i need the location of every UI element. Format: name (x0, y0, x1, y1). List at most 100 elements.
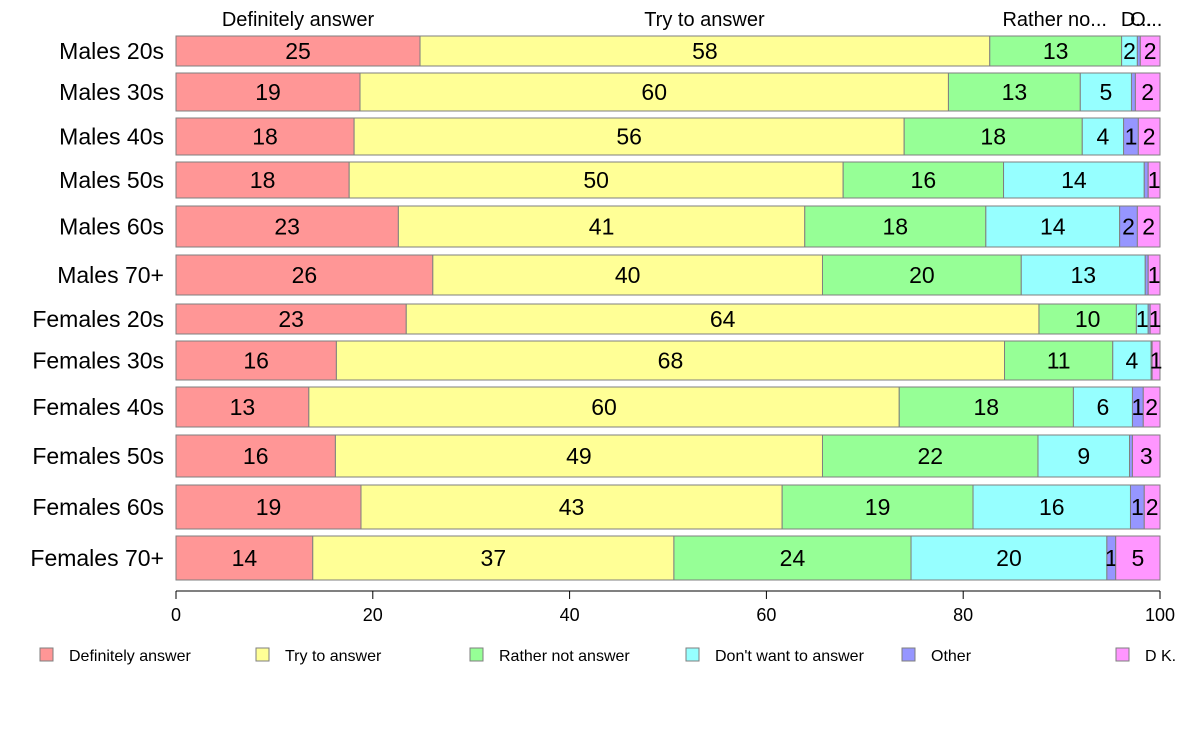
bar-segment-6-1 (405, 303, 1040, 335)
bar-segment-6-5 (1149, 303, 1161, 335)
bar-segment-9-5 (1131, 434, 1161, 478)
data-label-5-2: 20 (909, 262, 935, 288)
top-label-0: Definitely answer (222, 9, 375, 31)
data-label-8-4: 1 (1131, 394, 1144, 420)
data-label-10-1: 43 (559, 494, 585, 520)
bar-segment-4-0 (175, 205, 399, 248)
data-label-3-2: 16 (911, 167, 937, 193)
data-label-8-2: 18 (974, 394, 1000, 420)
bar-row-2: 18 56 18 4 1 2 (175, 117, 1161, 156)
legend-swatch-2 (469, 647, 484, 662)
top-label-2: Rather no... (1002, 9, 1107, 31)
data-label-3-1: 50 (583, 167, 609, 193)
legend-label-5: D K. (1145, 648, 1176, 665)
data-label-10-5: 2 (1146, 494, 1159, 520)
bar-segment-1-2 (947, 72, 1081, 112)
category-label-5: Males 70+ (57, 262, 164, 288)
legend-label-3: Don't want to answer (715, 648, 865, 665)
data-label-11-3: 20 (996, 545, 1022, 571)
legend-item-5: D K. (1115, 647, 1176, 665)
data-label-1-1: 60 (641, 79, 667, 105)
category-label-8: Females 40s (32, 394, 164, 420)
bar-segment-7-5 (1151, 340, 1161, 381)
data-label-11-4: 1 (1105, 545, 1118, 571)
legend-item-3: Don't want to answer (685, 647, 865, 665)
bar-segment-5-3 (1020, 254, 1146, 296)
data-label-0-1: 58 (692, 38, 718, 64)
data-label-7-2: 11 (1047, 348, 1071, 374)
data-label-11-2: 24 (780, 545, 806, 571)
x-tick-label-2: 40 (560, 605, 580, 625)
bar-row-8: 13 60 18 6 1 2 (175, 386, 1161, 428)
data-label-7-1: 68 (658, 348, 684, 374)
bar-segment-6-0 (175, 303, 407, 335)
data-label-10-3: 16 (1039, 494, 1065, 520)
legend-item-0: Definitely answer (39, 647, 192, 665)
legend-swatch-3 (685, 647, 700, 662)
bars-area: 25 58 13 2 219 60 13 5 218 56 18 4 1 218 50 16 14 123 41 18… (175, 35, 1163, 581)
bar-segment-3-2 (842, 161, 1005, 199)
data-label-6-2: 10 (1075, 306, 1101, 332)
bar-segment-10-0 (175, 484, 362, 530)
bar-segment-7-1 (335, 340, 1006, 381)
data-label-0-0: 25 (285, 38, 311, 64)
bar-segment-11-5 (1115, 535, 1161, 581)
bar-row-1: 19 60 13 5 2 (175, 72, 1161, 112)
category-label-9: Females 50s (32, 443, 164, 469)
legend-swatch-0 (39, 647, 54, 662)
top-label-4: O... (1130, 9, 1162, 31)
data-label-1-2: 13 (1002, 79, 1028, 105)
bar-segment-2-3 (1081, 117, 1125, 156)
data-label-0-5: 2 (1144, 38, 1157, 64)
data-label-1-5: 2 (1141, 79, 1154, 105)
bar-segment-11-0 (175, 535, 314, 581)
bar-segment-2-1 (353, 117, 905, 156)
bar-segment-6-2 (1038, 303, 1137, 335)
legend-label-1: Try to answer (285, 648, 382, 665)
category-label-4: Males 60s (59, 214, 164, 240)
bar-row-11: 14 37 24 20 1 5 (175, 535, 1161, 581)
data-label-5-0: 26 (292, 262, 318, 288)
legend-swatch-1 (255, 647, 270, 662)
bar-segment-3-5 (1147, 161, 1161, 199)
data-label-6-3: 1 (1136, 306, 1149, 332)
bar-segment-0-5 (1139, 35, 1161, 67)
x-tick-label-5: 100 (1145, 605, 1175, 625)
data-label-1-3: 5 (1099, 79, 1112, 105)
data-label-6-5: 1 (1149, 306, 1162, 332)
data-label-10-2: 19 (865, 494, 891, 520)
data-label-7-5: 1 (1150, 348, 1163, 374)
legend-swatch-5 (1115, 647, 1130, 662)
bar-row-0: 25 58 13 2 2 (175, 35, 1161, 67)
bar-row-9: 16 49 22 9 3 (175, 434, 1161, 478)
data-label-4-3: 14 (1040, 214, 1066, 240)
legend-swatch-4 (901, 647, 916, 662)
bar-segment-1-0 (175, 72, 361, 112)
bar-segment-0-1 (419, 35, 991, 67)
top-label-1: Try to answer (644, 9, 765, 31)
category-label-11: Females 70+ (30, 545, 164, 571)
bar-segment-10-5 (1143, 484, 1161, 530)
data-label-7-3: 4 (1126, 348, 1139, 374)
data-label-6-0: 23 (278, 306, 304, 332)
data-label-9-3: 9 (1077, 443, 1090, 469)
data-label-4-0: 23 (274, 214, 300, 240)
data-label-9-5: 3 (1140, 443, 1153, 469)
category-labels: Males 20s Males 30s Males 40s Males 50s Male… (30, 38, 164, 571)
data-label-4-5: 2 (1142, 214, 1155, 240)
data-label-3-0: 18 (250, 167, 276, 193)
data-label-8-1: 60 (591, 394, 617, 420)
bar-row-7: 16 68 11 4 1 (175, 340, 1163, 381)
bar-segment-9-1 (334, 434, 823, 478)
bar-segment-7-2 (1004, 340, 1114, 381)
legend-item-1: Try to answer (255, 647, 382, 665)
bar-segment-7-3 (1112, 340, 1152, 381)
bar-segment-10-1 (360, 484, 783, 530)
legend-label-2: Rather not answer (499, 648, 630, 665)
category-label-2: Males 40s (59, 124, 164, 150)
top-series-labels: Definitely answer Try to answer Rather no.… (222, 9, 1162, 31)
bar-row-3: 18 50 16 14 1 (175, 161, 1161, 199)
data-label-11-5: 5 (1131, 545, 1144, 571)
bar-segment-8-2 (898, 386, 1074, 428)
bar-segment-11-3 (910, 535, 1108, 581)
